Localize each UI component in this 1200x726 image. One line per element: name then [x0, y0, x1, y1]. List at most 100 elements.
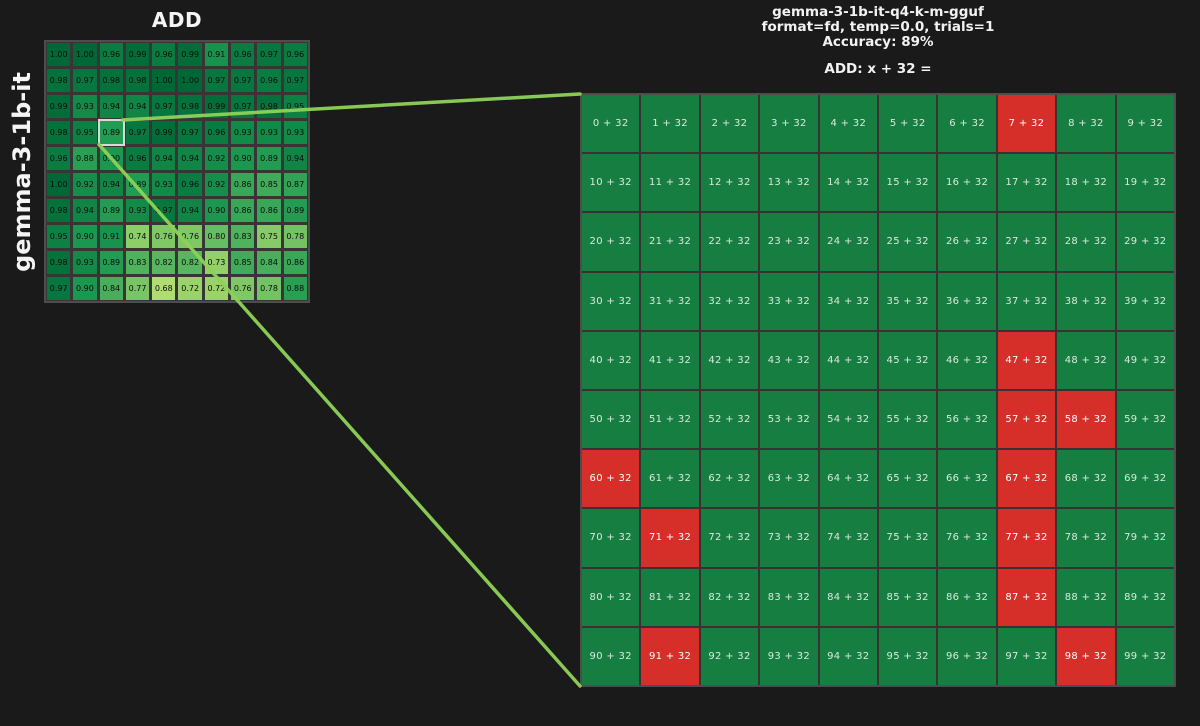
heatmap-cell[interactable]: 0.90 — [73, 277, 97, 300]
heatmap-cell[interactable]: 0.97 — [178, 121, 202, 144]
heatmap-cell[interactable]: 0.89 — [99, 251, 123, 274]
heatmap-cell[interactable]: 0.92 — [204, 147, 229, 170]
heatmap-cell[interactable]: 0.99 — [204, 95, 229, 118]
heatmap-cell[interactable]: 0.90 — [99, 147, 123, 170]
heatmap-cell[interactable]: 0.95 — [73, 121, 97, 144]
heatmap-cell[interactable]: 0.97 — [47, 277, 71, 300]
heatmap-cell[interactable]: 0.75 — [257, 225, 281, 248]
heatmap-cell[interactable]: 0.91 — [204, 43, 229, 66]
heatmap-cell[interactable]: 0.94 — [283, 147, 307, 170]
heatmap-cell[interactable]: 0.92 — [204, 173, 229, 196]
heatmap-cell[interactable]: 0.94 — [125, 95, 150, 118]
heatmap-cell[interactable]: 0.99 — [152, 121, 176, 144]
heatmap-cell[interactable]: 0.97 — [257, 43, 281, 66]
heatmap-cell[interactable]: 0.88 — [73, 147, 97, 170]
heatmap-cell[interactable]: 0.93 — [125, 199, 150, 222]
heatmap-cell[interactable]: 0.98 — [47, 69, 71, 92]
heatmap-cell[interactable]: 0.98 — [99, 69, 123, 92]
heatmap-cell[interactable]: 0.72 — [178, 277, 202, 300]
heatmap-cell[interactable]: 0.94 — [99, 95, 123, 118]
heatmap-cell[interactable]: 0.93 — [231, 121, 255, 144]
heatmap-cell[interactable]: 0.90 — [204, 199, 229, 222]
heatmap-cell[interactable]: 0.96 — [283, 43, 307, 66]
heatmap-cell[interactable]: 1.00 — [47, 43, 71, 66]
heatmap-cell[interactable]: 1.00 — [178, 69, 202, 92]
heatmap-cell[interactable]: 0.98 — [125, 69, 150, 92]
heatmap-cell[interactable]: 0.91 — [99, 225, 123, 248]
heatmap-cell[interactable]: 0.89 — [283, 199, 307, 222]
heatmap-cell[interactable]: 0.97 — [125, 121, 150, 144]
heatmap-cell[interactable]: 0.77 — [125, 277, 150, 300]
heatmap-cell-selected[interactable]: 0.89 — [97, 119, 125, 146]
heatmap-cell[interactable]: 0.86 — [283, 251, 307, 274]
heatmap-cell[interactable]: 0.83 — [125, 251, 150, 274]
heatmap-cell[interactable]: 0.78 — [257, 277, 281, 300]
heatmap-cell[interactable]: 0.96 — [204, 121, 229, 144]
heatmap-cell[interactable]: 0.97 — [152, 95, 176, 118]
heatmap-cell[interactable]: 0.93 — [283, 121, 307, 144]
heatmap-cell[interactable]: 0.94 — [178, 147, 202, 170]
heatmap-cell[interactable]: 0.86 — [231, 199, 255, 222]
heatmap-cell[interactable]: 0.82 — [178, 251, 202, 274]
heatmap-cell[interactable]: 0.97 — [73, 69, 97, 92]
heatmap-cell[interactable]: 0.68 — [152, 277, 176, 300]
heatmap-cell[interactable]: 0.94 — [99, 173, 123, 196]
heatmap-cell[interactable]: 0.82 — [152, 251, 176, 274]
heatmap-cell[interactable]: 0.95 — [283, 95, 307, 118]
heatmap-cell[interactable]: 1.00 — [73, 43, 97, 66]
heatmap-cell[interactable]: 0.98 — [47, 251, 71, 274]
heatmap-cell[interactable]: 0.97 — [231, 95, 255, 118]
heatmap-cell[interactable]: 0.95 — [47, 225, 71, 248]
heatmap-cell[interactable]: 0.84 — [257, 251, 281, 274]
heatmap-cell[interactable]: 0.87 — [283, 173, 307, 196]
heatmap-cell[interactable]: 0.99 — [178, 43, 202, 66]
heatmap-cell[interactable]: 0.86 — [231, 173, 255, 196]
heatmap-cell[interactable]: 0.85 — [231, 251, 255, 274]
heatmap-cell[interactable]: 0.97 — [152, 199, 176, 222]
heatmap-cell[interactable]: 0.86 — [257, 199, 281, 222]
heatmap-cell[interactable]: 0.84 — [99, 277, 123, 300]
heatmap-cell[interactable]: 0.73 — [204, 251, 229, 274]
heatmap-cell[interactable]: 0.96 — [99, 43, 123, 66]
heatmap-cell[interactable]: 0.97 — [204, 69, 229, 92]
heatmap-cell[interactable]: 0.76 — [152, 225, 176, 248]
heatmap-cell[interactable]: 0.98 — [47, 199, 71, 222]
heatmap-cell[interactable]: 0.96 — [231, 43, 255, 66]
heatmap-cell[interactable]: 0.89 — [125, 173, 150, 196]
heatmap-cell[interactable]: 0.88 — [283, 277, 307, 300]
heatmap-cell[interactable]: 0.90 — [73, 225, 97, 248]
heatmap-cell[interactable]: 0.98 — [257, 95, 281, 118]
heatmap-cell[interactable]: 0.97 — [231, 69, 255, 92]
heatmap-cell[interactable]: 0.93 — [73, 251, 97, 274]
heatmap-cell[interactable]: 0.74 — [125, 225, 150, 248]
heatmap-cell[interactable]: 0.96 — [257, 69, 281, 92]
heatmap-cell[interactable]: 0.97 — [283, 69, 307, 92]
heatmap-cell[interactable]: 1.00 — [152, 69, 176, 92]
heatmap-cell[interactable]: 0.80 — [204, 225, 229, 248]
heatmap-cell[interactable]: 0.72 — [204, 277, 229, 300]
heatmap-cell[interactable]: 0.93 — [152, 173, 176, 196]
heatmap-cell[interactable]: 0.76 — [178, 225, 202, 248]
heatmap-cell[interactable]: 0.99 — [47, 95, 71, 118]
heatmap-cell[interactable]: 0.98 — [178, 95, 202, 118]
heatmap-cell[interactable]: 0.98 — [47, 121, 71, 144]
heatmap-cell[interactable]: 0.96 — [152, 43, 176, 66]
heatmap-cell[interactable]: 0.94 — [152, 147, 176, 170]
heatmap-cell[interactable]: 0.96 — [125, 147, 150, 170]
heatmap-cell[interactable]: 0.94 — [73, 199, 97, 222]
heatmap-cell[interactable]: 1.00 — [47, 173, 71, 196]
heatmap-cell[interactable]: 0.93 — [257, 121, 281, 144]
heatmap-cell[interactable]: 0.78 — [283, 225, 307, 248]
heatmap-cell[interactable]: 0.94 — [178, 199, 202, 222]
heatmap-cell[interactable]: 0.83 — [231, 225, 255, 248]
heatmap-cell[interactable]: 0.90 — [231, 147, 255, 170]
heatmap-cell[interactable]: 0.93 — [73, 95, 97, 118]
heatmap-cell[interactable]: 0.89 — [99, 199, 123, 222]
heatmap-cell[interactable]: 0.85 — [257, 173, 281, 196]
heatmap-cell[interactable]: 0.96 — [47, 147, 71, 170]
heatmap-cell[interactable]: 0.99 — [125, 43, 150, 66]
heatmap-cell[interactable]: 0.96 — [178, 173, 202, 196]
heatmap-cell[interactable]: 0.76 — [231, 277, 255, 300]
heatmap-cell[interactable]: 0.89 — [257, 147, 281, 170]
heatmap-cell[interactable]: 0.92 — [73, 173, 97, 196]
